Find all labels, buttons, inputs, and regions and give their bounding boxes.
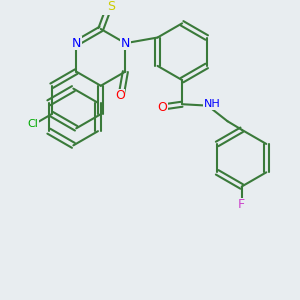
Text: N: N (121, 37, 130, 50)
Text: N: N (71, 37, 81, 50)
Text: S: S (107, 0, 115, 13)
Text: F: F (238, 199, 245, 212)
Text: Cl: Cl (28, 119, 38, 129)
Text: O: O (157, 100, 167, 114)
Text: O: O (115, 89, 124, 102)
Text: NH: NH (203, 99, 220, 109)
